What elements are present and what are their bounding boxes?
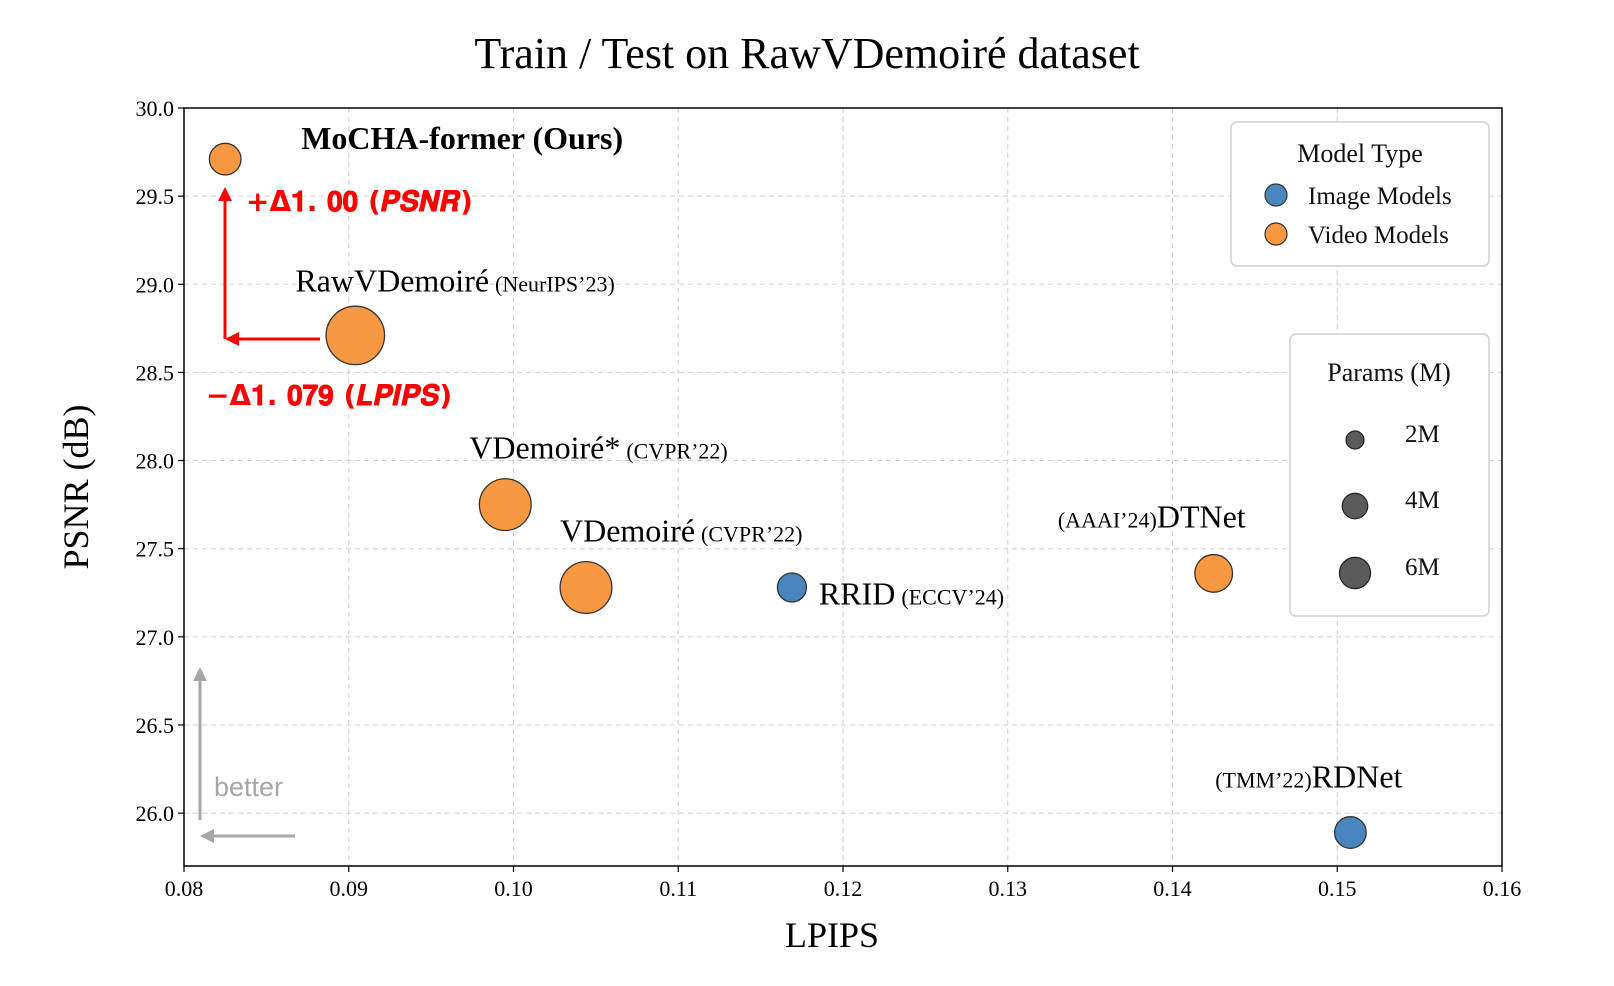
point-label-venue: (CVPR’22) bbox=[626, 439, 727, 464]
legend-marker-video bbox=[1264, 222, 1288, 246]
x-tick-label: 0.10 bbox=[494, 876, 533, 901]
x-tick-label: 0.08 bbox=[165, 876, 204, 901]
better-up-arrowhead bbox=[193, 667, 207, 681]
point-label-name: RawVDemoiré bbox=[295, 262, 489, 298]
x-tick-label: 0.16 bbox=[1483, 876, 1522, 901]
point-labels: MoCHA-former (Ours) RawVDemoiré (NeurIPS’2… bbox=[295, 120, 1402, 794]
psnr-improvement-arrowhead bbox=[218, 187, 232, 201]
x-tick-label: 0.12 bbox=[824, 876, 863, 901]
params-legend-label: 4M bbox=[1405, 487, 1440, 514]
legend-label-video: Video Models bbox=[1308, 222, 1449, 249]
params-legend-marker bbox=[1341, 492, 1369, 520]
point-label: MoCHA-former (Ours) bbox=[301, 120, 623, 156]
y-tick-label: 29.0 bbox=[136, 272, 175, 297]
point-label: VDemoiré* (CVPR’22) bbox=[469, 430, 728, 466]
point-label-name: MoCHA-former (Ours) bbox=[301, 120, 623, 156]
data-point bbox=[1333, 816, 1367, 849]
legend-marker-image bbox=[1264, 183, 1288, 207]
params-legend-box bbox=[1289, 333, 1490, 617]
params-legend-label: 6M bbox=[1405, 554, 1440, 581]
point-label: VDemoiré (CVPR’22) bbox=[560, 512, 803, 548]
x-tick-label: 0.09 bbox=[330, 876, 369, 901]
point-label: RRID (ECCV’24) bbox=[819, 575, 1004, 611]
params-legend: Params (M) 2M 4M 6M bbox=[1289, 333, 1490, 617]
x-tick-label: 0.13 bbox=[989, 876, 1028, 901]
point-label-name: VDemoiré* bbox=[469, 430, 620, 466]
better-left-arrowhead bbox=[200, 829, 214, 843]
point-label: (AAAI’24)DTNet bbox=[1058, 498, 1246, 534]
x-axis-ticks: 0.08 0.09 0.10 0.11 0.12 0.13 0.14 0.15 0.16 bbox=[165, 866, 1522, 901]
point-label: RawVDemoiré (NeurIPS’23) bbox=[295, 262, 614, 298]
y-tick-label: 26.5 bbox=[136, 713, 175, 738]
y-axis-ticks: 26.0 26.5 27.0 27.5 28.0 28.5 29.0 29.5 30.0 bbox=[136, 96, 184, 826]
y-tick-label: 27.5 bbox=[136, 537, 175, 562]
params-legend-marker bbox=[1345, 430, 1365, 450]
better-label: better bbox=[214, 772, 283, 802]
point-label: (TMM’22)RDNet bbox=[1215, 759, 1402, 795]
point-label-venue: (NeurIPS’23) bbox=[495, 271, 615, 296]
x-tick-label: 0.11 bbox=[659, 876, 697, 901]
y-tick-label: 27.0 bbox=[136, 625, 175, 650]
data-points bbox=[208, 142, 1367, 849]
better-indicator: better bbox=[193, 667, 295, 843]
model-type-legend-box bbox=[1230, 121, 1490, 267]
x-tick-label: 0.14 bbox=[1153, 876, 1192, 901]
y-axis-label: PSNR (dB) bbox=[56, 404, 96, 569]
data-point bbox=[559, 560, 613, 615]
chart-title: Train / Test on RawVDemoiré dataset bbox=[474, 29, 1139, 78]
params-legend-label: 2M bbox=[1405, 421, 1440, 448]
lpips-improvement-label: −Δ𝟏. 𝟎𝟕𝟗 (𝑳𝑷𝑰𝑷𝑺) bbox=[206, 379, 452, 412]
model-type-legend: Model Type Image Models Video Models bbox=[1230, 121, 1490, 267]
data-point bbox=[776, 572, 808, 603]
y-tick-label: 26.0 bbox=[136, 801, 175, 826]
data-point bbox=[1194, 553, 1234, 593]
improvement-arrows: +Δ𝟏. 𝟎𝟎 (𝑷𝑺𝑵𝑹) −Δ𝟏. 𝟎𝟕𝟗 (𝑳𝑷𝑰𝑷𝑺) bbox=[206, 185, 473, 412]
point-label-venue: (AAAI’24) bbox=[1058, 507, 1157, 532]
y-tick-label: 28.5 bbox=[136, 360, 175, 385]
y-tick-label: 30.0 bbox=[136, 96, 175, 121]
point-label-name: VDemoiré bbox=[560, 512, 695, 548]
data-point bbox=[208, 142, 242, 176]
point-label-name: RRID bbox=[819, 575, 895, 611]
plot-frame bbox=[183, 107, 1503, 867]
model-type-legend-title: Model Type bbox=[1297, 139, 1423, 168]
x-axis-label: LPIPS bbox=[785, 915, 879, 955]
x-tick-label: 0.15 bbox=[1318, 876, 1357, 901]
data-point bbox=[325, 305, 386, 366]
point-label-venue: (CVPR’22) bbox=[701, 521, 802, 546]
params-legend-marker bbox=[1338, 556, 1372, 590]
point-label-name: DTNet bbox=[1157, 498, 1246, 534]
point-label-venue: (ECCV’24) bbox=[901, 584, 1004, 609]
grid bbox=[184, 108, 1502, 866]
psnr-improvement-label: +Δ𝟏. 𝟎𝟎 (𝑷𝑺𝑵𝑹) bbox=[246, 185, 473, 218]
params-legend-title: Params (M) bbox=[1327, 358, 1450, 387]
data-point bbox=[478, 478, 532, 532]
point-label-venue: (TMM’22) bbox=[1215, 768, 1312, 793]
legend-label-image: Image Models bbox=[1308, 183, 1452, 210]
lpips-improvement-arrowhead bbox=[225, 332, 239, 346]
y-tick-label: 28.0 bbox=[136, 449, 175, 474]
point-label-name: RDNet bbox=[1312, 759, 1403, 795]
y-tick-label: 29.5 bbox=[136, 184, 175, 209]
